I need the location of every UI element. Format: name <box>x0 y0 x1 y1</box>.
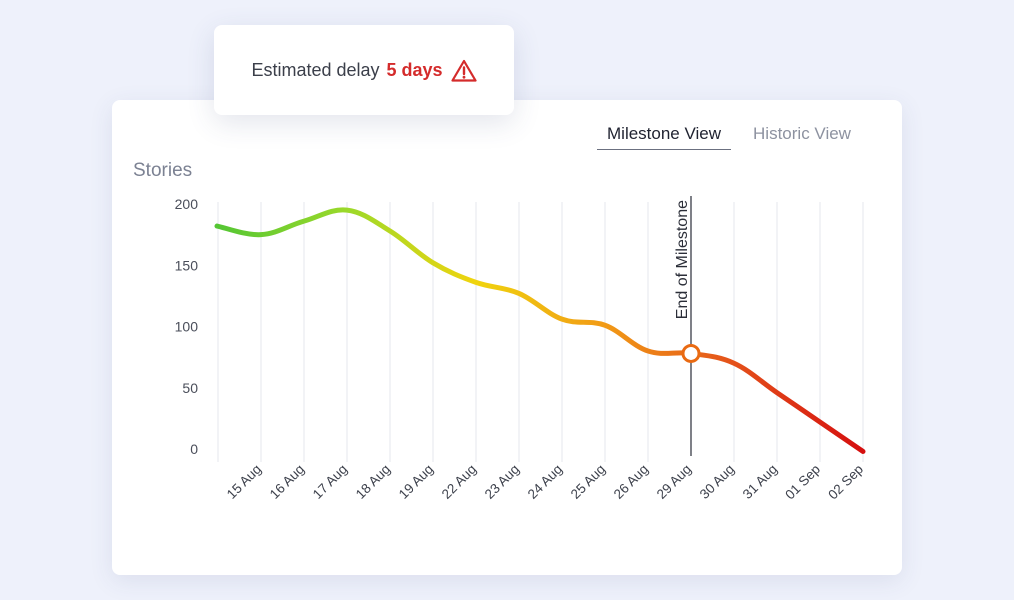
milestone-marker[interactable] <box>681 343 701 363</box>
tab-historic-view[interactable]: Historic View <box>753 124 851 143</box>
y-axis-title: Stories <box>133 160 193 181</box>
y-tick-label: 50 <box>182 380 198 396</box>
x-tick-label: 30 Aug <box>697 462 737 502</box>
x-tick-label: 18 Aug <box>353 462 393 502</box>
x-tick-label: 01 Sep <box>782 462 823 503</box>
x-tick-label: 22 Aug <box>439 462 479 502</box>
delay-label: Estimated delay <box>251 59 380 80</box>
x-tick-label: 17 Aug <box>310 462 350 502</box>
delay-value: 5 days <box>386 59 443 80</box>
x-tick-label: 31 Aug <box>740 462 780 502</box>
x-tick-label: 15 Aug <box>224 462 264 502</box>
y-tick-label: 0 <box>190 441 198 457</box>
x-tick-label: 02 Sep <box>825 462 866 503</box>
series-line <box>214 207 866 454</box>
x-tick-label: 23 Aug <box>482 462 522 502</box>
x-tick-label: 19 Aug <box>396 462 436 502</box>
y-tick-label: 150 <box>175 257 199 273</box>
chart-card <box>112 100 902 575</box>
x-tick-label: 25 Aug <box>568 462 608 502</box>
milestone-label: End of Milestone <box>674 200 691 319</box>
x-tick-label: 16 Aug <box>267 462 307 502</box>
x-tick-label: 24 Aug <box>525 462 565 502</box>
tab-milestone-view[interactable]: Milestone View <box>597 122 732 150</box>
warning-triangle-icon <box>450 59 477 82</box>
x-tick-label: 26 Aug <box>611 462 651 502</box>
y-tick-label: 100 <box>175 319 199 335</box>
y-tick-label: 200 <box>175 196 199 212</box>
x-tick-label: 29 Aug <box>654 462 694 502</box>
estimated-delay-card: Estimated delay 5 days <box>214 25 514 115</box>
view-tabs: Milestone View Historic View <box>597 122 861 150</box>
